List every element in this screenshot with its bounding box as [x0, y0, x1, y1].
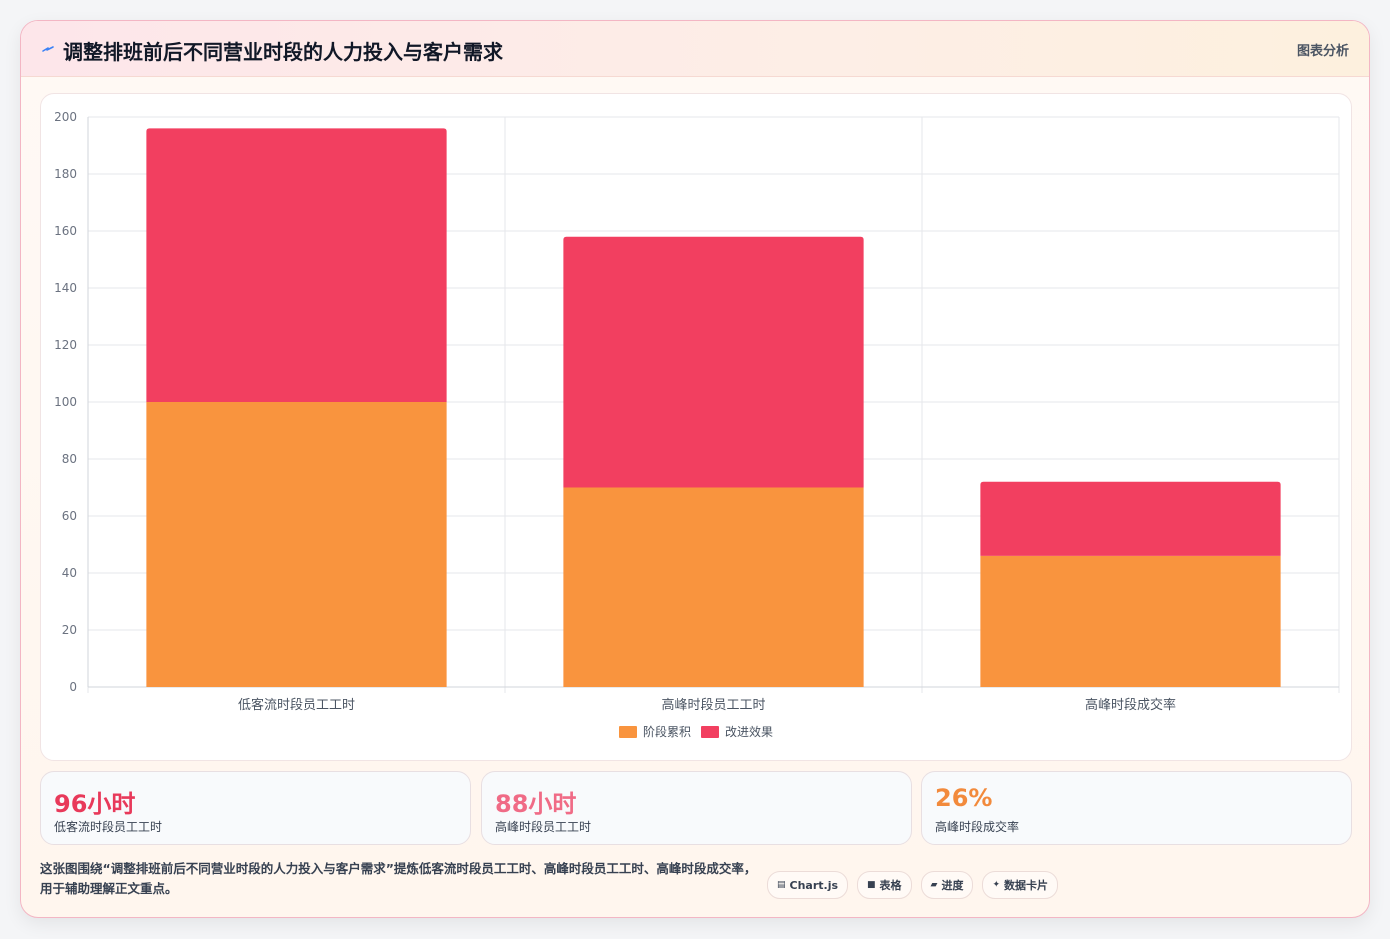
- legend-swatch: [701, 726, 719, 738]
- stat-card-peak-hours: 88小时 高峰时段员工工时: [481, 771, 912, 845]
- y-tick-label: 40: [62, 566, 77, 580]
- bar-2-2: [563, 236, 864, 488]
- y-tick-label: 200: [54, 110, 77, 124]
- bar-1-3: [980, 555, 1281, 687]
- y-tick-label: 120: [54, 338, 77, 352]
- sparkle-icon: [42, 46, 54, 52]
- legend-swatch: [619, 726, 637, 738]
- stat-value: 88小时: [495, 790, 577, 818]
- bar-1-2: [563, 487, 864, 687]
- stat-card-low-traffic-hours: 96小时 低客流时段员工工时: [40, 771, 471, 845]
- chip-chartjs[interactable]: ▤ Chart.js: [767, 871, 849, 899]
- bar-2-3: [980, 481, 1281, 556]
- tech-chips: ▤ Chart.js ■ 表格 ▰ 进度 ✦ 数据卡片: [767, 871, 1059, 899]
- legend-label: 阶段累积: [643, 724, 691, 739]
- y-tick-label: 0: [69, 680, 77, 694]
- x-tick-label: 高峰时段员工工时: [661, 697, 765, 713]
- y-tick-label: 60: [62, 509, 77, 523]
- legend-label: 改进效果: [725, 724, 773, 739]
- chip-table[interactable]: ■ 表格: [857, 871, 912, 899]
- y-tick-label: 100: [54, 395, 77, 409]
- y-tick-label: 180: [54, 167, 77, 181]
- table-icon: ■: [867, 880, 876, 890]
- stat-label: 高峰时段成交率: [935, 820, 1020, 834]
- y-tick-label: 140: [54, 281, 77, 295]
- chart-analysis-tag: 图表分析: [1296, 44, 1349, 59]
- stat-label: 低客流时段员工工时: [54, 820, 163, 834]
- stat-value: 96小时: [54, 790, 136, 818]
- page-title: 调整排班前后不同营业时段的人力投入与客户需求: [63, 40, 503, 64]
- chart-icon: ▤: [777, 880, 786, 890]
- chart-summary: 这张图围绕“调整排班前后不同营业时段的人力投入与客户需求”提炼低客流时段员工工时…: [40, 861, 757, 896]
- bar-2-1: [146, 128, 447, 402]
- chip-label: 数据卡片: [1004, 879, 1049, 892]
- y-tick-label: 20: [62, 623, 77, 637]
- progress-icon: ▰: [930, 880, 938, 890]
- card-header: 调整排班前后不同营业时段的人力投入与客户需求 图表分析: [21, 21, 1369, 77]
- chip-label: 进度: [941, 879, 964, 892]
- stat-card-peak-conversion: 26% 高峰时段成交率: [921, 771, 1352, 845]
- chart-panel: 0 20 40 60 80 100 120 140 160 180 200 低客流时段员工工时 高峰时段…: [40, 93, 1352, 761]
- y-tick-label: 160: [54, 224, 77, 238]
- chip-data-card[interactable]: ✦ 数据卡片: [982, 871, 1059, 899]
- bar-1-1: [146, 402, 447, 687]
- chip-progress[interactable]: ▰ 进度: [920, 871, 974, 899]
- y-tick-label: 80: [62, 452, 77, 466]
- chip-label: 表格: [879, 879, 902, 892]
- x-tick-label: 低客流时段员工工时: [238, 697, 355, 713]
- stacked-bar-chart: 0 20 40 60 80 100 120 140 160 180 200 低客流时段员工工时 高峰时段…: [54, 110, 1340, 739]
- sparkle-icon: ✦: [992, 880, 1001, 890]
- chart-card: 调整排班前后不同营业时段的人力投入与客户需求 图表分析 0 20 40 60 80 100…: [20, 20, 1370, 918]
- x-tick-label: 高峰时段成交率: [1085, 697, 1176, 713]
- stat-value: 26%: [935, 784, 993, 812]
- stat-label: 高峰时段员工工时: [495, 820, 592, 834]
- chip-label: Chart.js: [789, 878, 839, 892]
